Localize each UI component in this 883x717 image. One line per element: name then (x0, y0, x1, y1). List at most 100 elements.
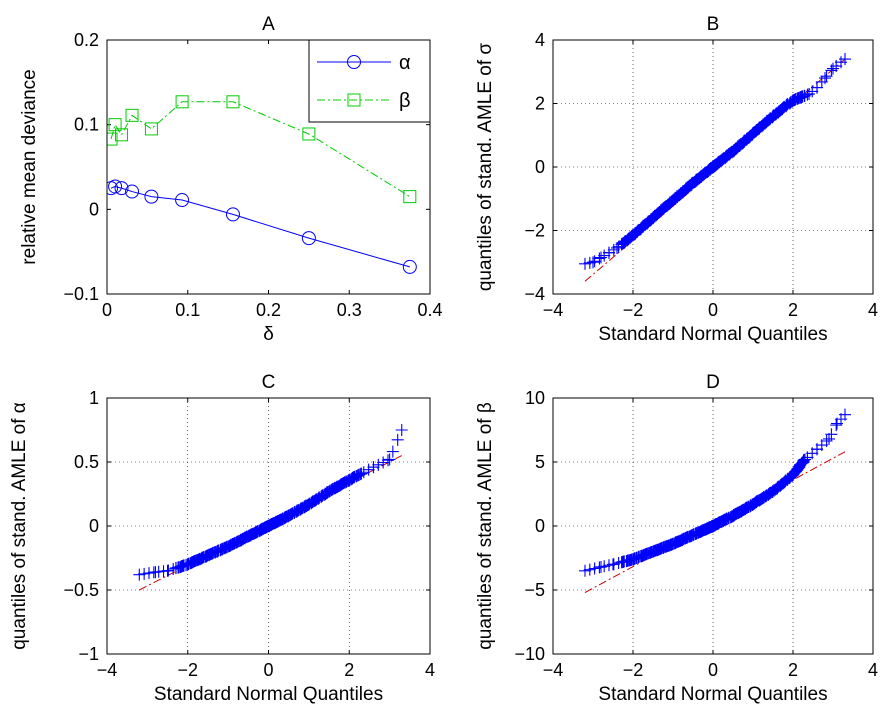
qq-point-tail (595, 251, 607, 264)
qq-point-tail (138, 567, 151, 580)
qq-point-tail (598, 249, 611, 262)
x-tick-label: 0 (102, 300, 112, 320)
y-tick-label: −2 (524, 221, 545, 241)
legend-label: β (399, 90, 411, 112)
qq-point-tail (612, 556, 625, 569)
qq-point-tail (791, 92, 804, 105)
qq-point-tail (607, 558, 620, 571)
qq-point-tail (619, 235, 631, 248)
x-tick-label: −2 (177, 660, 198, 680)
y-tick-label: 0 (89, 199, 99, 219)
qq-point-tail (147, 566, 160, 579)
qq-markers (579, 53, 851, 270)
data-point-2 (125, 108, 139, 122)
qq-point-tail (627, 553, 639, 566)
qq-point-tail (386, 445, 399, 458)
x-tick-label: 0 (263, 660, 273, 680)
x-tick-label: 4 (868, 660, 878, 680)
qq-point-tail (820, 435, 833, 448)
legend-box (308, 39, 431, 123)
qq-point-tail (787, 94, 799, 107)
x-tick-label: −4 (97, 660, 118, 680)
qq-point-tail (382, 454, 395, 467)
axes-frame (552, 39, 874, 295)
data-point-1 (114, 181, 129, 196)
chart-b: −4 −2 0 2 4 −4 −2 0 2 4 B Standard Normal Quantiles… (475, 14, 878, 345)
legend-marker (347, 93, 361, 107)
data-point-1 (301, 231, 316, 246)
x-tick-label: 0 (708, 300, 718, 320)
qq-point-tail (352, 468, 365, 481)
chart-title: D (706, 372, 720, 393)
x-tick-label: 2 (344, 660, 354, 680)
y-tick-label: 0 (535, 157, 545, 177)
qq-markers (133, 424, 408, 581)
y-tick-label: 0 (535, 516, 545, 536)
y-tick-label: 4 (535, 30, 545, 50)
x-tick-label: −4 (543, 300, 564, 320)
data-point-2 (115, 128, 129, 142)
chart-d: −4 −2 0 2 4 −10 −5 0 5 10 D Standard Normal Quantil… (475, 372, 878, 705)
x-tick-label: 0 (708, 660, 718, 680)
qq-point-tail (617, 555, 630, 568)
data-layer (133, 424, 408, 591)
y-axis-label: quantiles of stand. AMLE of β (475, 402, 496, 650)
qq-markers (579, 408, 851, 577)
qq-point-tail (593, 252, 606, 265)
x-tick-label: 2 (788, 660, 798, 680)
qq-point-tail (362, 463, 375, 476)
data-point-1 (125, 184, 140, 199)
qq-point-tail (835, 56, 847, 69)
qq-point-tail (377, 456, 390, 469)
qq-point-tail (612, 240, 625, 253)
qq-point-tail (796, 90, 809, 103)
y-tick-label: −10 (514, 644, 545, 664)
chart-c: −4 −2 0 2 4 −1 −0.5 0 0.5 1 C Standard Normal Quant… (9, 372, 435, 705)
qq-point-tail (176, 559, 189, 572)
qq-point-tail (357, 466, 370, 479)
axes-frame (106, 39, 431, 295)
legend: αβ (308, 39, 431, 123)
y-tick-label: 10 (525, 388, 545, 408)
qq-point-tail (587, 256, 599, 269)
qq-point-tail (367, 461, 380, 474)
y-axis-label: quantiles of stand. AMLE of σ (475, 43, 496, 292)
x-tick-label: 4 (868, 300, 878, 320)
data-point-1 (402, 259, 417, 274)
x-axis-label: δ (263, 324, 274, 345)
y-tick-label: 1 (89, 388, 99, 408)
chart-title: C (262, 372, 276, 393)
data-layer (107, 95, 417, 274)
y-tick-label: −4 (524, 284, 545, 304)
qq-point-tail (811, 81, 823, 94)
qq-point (786, 95, 799, 108)
qq-point-tail (172, 561, 185, 574)
qq-point-tail (796, 456, 809, 469)
qq-point-tail (348, 471, 361, 484)
x-tick-label: 0.4 (417, 300, 442, 320)
y-tick-label: 0.1 (74, 115, 99, 135)
qq-point-tail (583, 256, 596, 269)
data-layer (579, 408, 851, 593)
data-layer (579, 53, 851, 282)
qq-point-tail (603, 559, 615, 572)
qq-point-tail (622, 554, 635, 567)
data-point-1 (108, 179, 123, 194)
qq-point-tail (588, 562, 601, 575)
qq-point-tail (611, 241, 623, 254)
qq-point-tail (603, 246, 615, 259)
qq-point-tail (167, 563, 180, 576)
data-point-1 (225, 207, 240, 222)
data-point-2 (302, 127, 316, 141)
qq-point-tail (588, 255, 601, 268)
qq-point-tail (835, 413, 847, 426)
qq-point-tail (598, 560, 611, 573)
qq-point-tail (795, 91, 807, 104)
qq-point-tail (815, 75, 828, 88)
data-point-1 (144, 189, 159, 204)
qq-point-tail (142, 567, 155, 580)
data-point-2 (175, 95, 189, 109)
qq-point-tail (162, 564, 175, 577)
y-tick-label: −0.1 (63, 284, 99, 304)
